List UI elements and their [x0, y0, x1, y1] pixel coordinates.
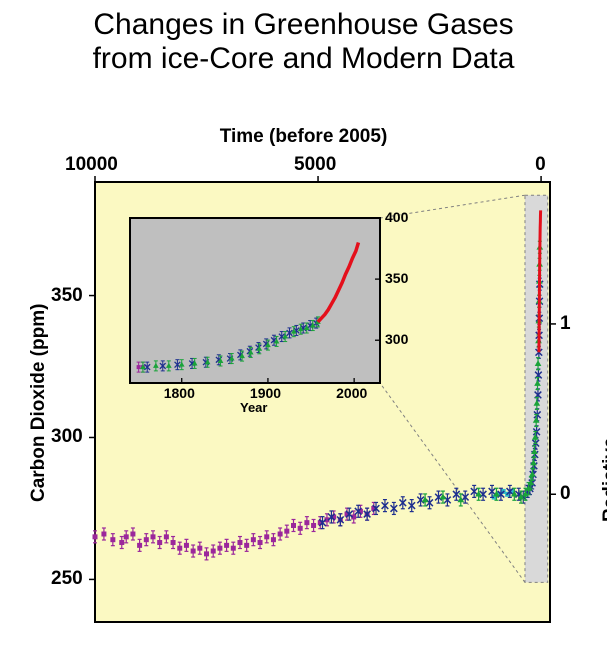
inset-xtick-0: 1800 — [164, 385, 195, 401]
inset-plot — [0, 0, 607, 650]
inset-xtick-2: 2000 — [336, 385, 367, 401]
inset-xlabel: Year — [240, 400, 267, 415]
inset-ytick-2: 400 — [385, 209, 408, 225]
inset-xtick-1: 1900 — [250, 385, 281, 401]
inset-ytick-0: 300 — [385, 331, 408, 347]
inset-ytick-1: 350 — [385, 270, 408, 286]
